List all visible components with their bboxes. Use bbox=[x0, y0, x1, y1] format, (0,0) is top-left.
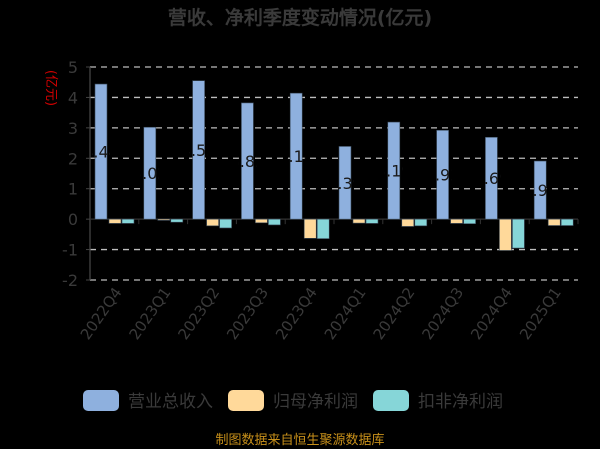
x-tick-label: 2024Q2 bbox=[370, 284, 419, 343]
bar-deducted-net-profit bbox=[219, 218, 232, 229]
bar-revenue bbox=[289, 92, 303, 220]
data-label: 4.44 bbox=[83, 143, 119, 162]
chart-title: 营收、净利季度变动情况(亿元) bbox=[168, 6, 432, 29]
legend-swatch bbox=[373, 390, 409, 411]
bar-revenue bbox=[338, 146, 352, 220]
x-tick-label: 2024Q4 bbox=[467, 284, 516, 343]
bar-revenue bbox=[533, 160, 547, 220]
y-tick-label: -1 bbox=[62, 241, 78, 260]
legend-item[interactable]: 归母净利润 bbox=[228, 390, 358, 412]
bar-net-profit bbox=[303, 218, 317, 239]
data-label: 4.55 bbox=[181, 141, 217, 160]
bar-deducted-net-profit bbox=[560, 218, 574, 226]
bar-revenue bbox=[485, 136, 498, 220]
data-label: 4.14 bbox=[278, 147, 314, 166]
bar-revenue bbox=[436, 129, 449, 220]
y-tick-label: 5 bbox=[68, 58, 78, 77]
bar-revenue bbox=[192, 80, 205, 220]
legend-label: 归母净利润 bbox=[273, 392, 358, 412]
bar-revenue bbox=[143, 126, 157, 220]
x-tick-label: 2023Q2 bbox=[174, 284, 223, 343]
bar-revenue bbox=[387, 121, 401, 220]
x-tick-label: 2025Q1 bbox=[516, 284, 565, 343]
legend-label: 营业总收入 bbox=[128, 392, 213, 412]
legend-swatch bbox=[83, 390, 119, 411]
legend-swatch bbox=[228, 390, 264, 411]
data-label: 2.69 bbox=[474, 169, 510, 188]
bar-deducted-net-profit bbox=[414, 218, 428, 227]
data-label: 2.39 bbox=[327, 174, 363, 193]
bar-net-profit bbox=[206, 218, 219, 227]
bar-net-profit bbox=[157, 218, 171, 221]
data-label: 3.82 bbox=[230, 152, 266, 171]
source-note: 制图数据来自恒生聚源数据库 bbox=[215, 432, 384, 448]
legend-label: 扣非净利润 bbox=[418, 392, 503, 412]
y-tick-label: 0 bbox=[68, 210, 78, 229]
y-tick-label: 2 bbox=[68, 149, 78, 168]
bar-net-profit bbox=[108, 218, 122, 224]
bar-deducted-net-profit bbox=[463, 218, 476, 225]
x-tick-label: 2023Q4 bbox=[272, 284, 321, 343]
bar-revenue bbox=[94, 83, 108, 220]
bar-net-profit bbox=[352, 218, 366, 224]
y-tick-label: -2 bbox=[62, 271, 78, 290]
bar-deducted-net-profit bbox=[512, 218, 525, 249]
bar-revenue bbox=[241, 102, 254, 220]
bar-deducted-net-profit bbox=[365, 218, 379, 224]
x-tick-label: 2023Q3 bbox=[223, 284, 272, 343]
bar-net-profit bbox=[255, 218, 268, 224]
y-tick-label: 1 bbox=[68, 180, 78, 199]
bar-net-profit bbox=[401, 218, 415, 227]
y-tick-label: 3 bbox=[68, 119, 78, 138]
bar-deducted-net-profit bbox=[316, 218, 330, 239]
y-tick-label: 4 bbox=[68, 88, 78, 107]
data-label: 2.92 bbox=[425, 166, 461, 185]
bar-deducted-net-profit bbox=[121, 218, 135, 224]
data-label: 3.19 bbox=[376, 162, 412, 181]
legend-item[interactable]: 营业总收入 bbox=[83, 390, 213, 412]
legend-item[interactable]: 扣非净利润 bbox=[373, 390, 503, 412]
x-tick-label: 2024Q3 bbox=[418, 284, 467, 343]
bar-deducted-net-profit bbox=[268, 218, 281, 226]
bar-deducted-net-profit bbox=[170, 218, 184, 223]
x-tick-label: 2023Q1 bbox=[126, 284, 175, 343]
data-label: 3.02 bbox=[132, 164, 168, 183]
bar-net-profit bbox=[547, 218, 561, 226]
x-tick-label: 2022Q4 bbox=[77, 284, 126, 343]
x-tick-label: 2024Q1 bbox=[321, 284, 370, 343]
y-axis-label: (亿元) bbox=[43, 70, 58, 106]
legend: 营业总收入 归母净利润 扣非净利润 bbox=[83, 390, 503, 412]
bar-net-profit bbox=[450, 218, 463, 224]
data-label: 1.91 bbox=[522, 181, 558, 200]
bar-net-profit bbox=[499, 218, 512, 251]
